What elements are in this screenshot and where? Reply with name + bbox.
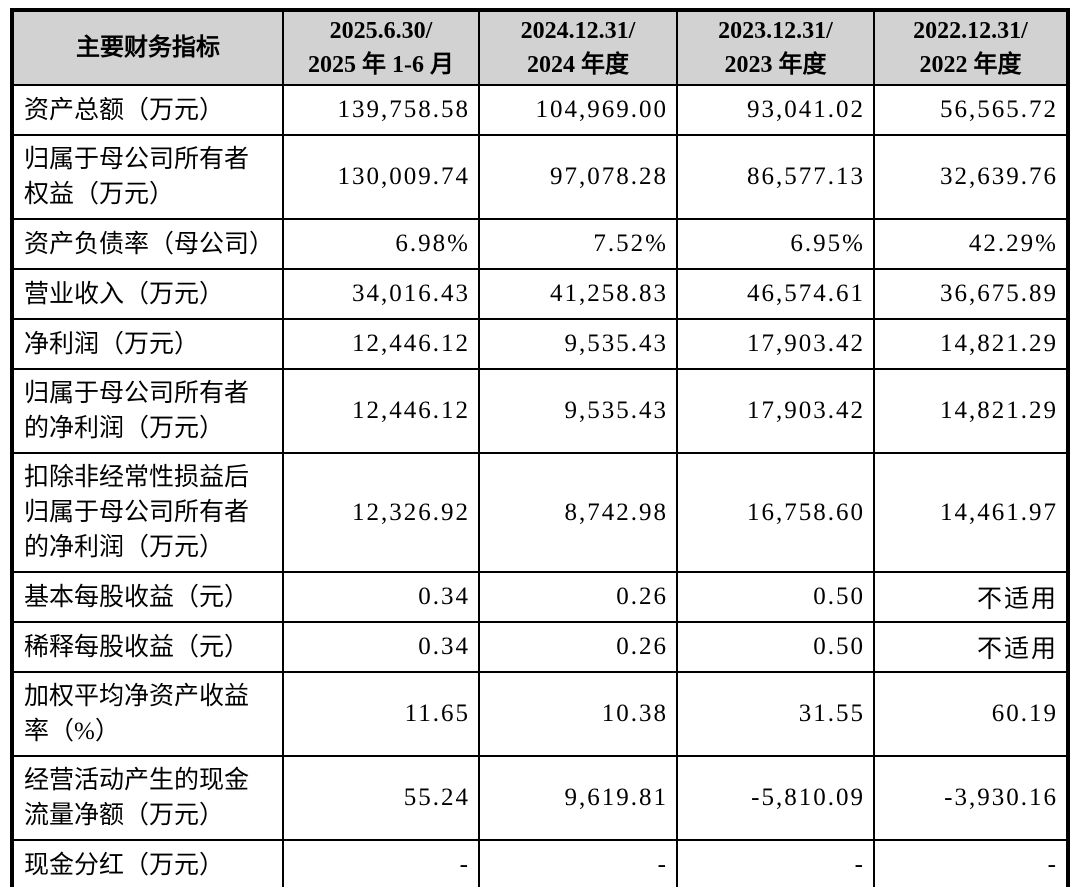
row-label: 资产负债率（母公司）: [11, 218, 284, 271]
table-row: 基本每股收益（元） 0.34 0.26 0.50 不适用: [11, 571, 1069, 624]
cell-value: 0.26: [478, 621, 678, 674]
header-period-2024: 2024.12.31/ 2024 年度: [478, 8, 678, 87]
cell-value: 0.34: [282, 621, 480, 674]
cell-value: 0.26: [478, 571, 678, 624]
cell-value: -: [873, 839, 1069, 887]
cell-value: 0.50: [676, 621, 875, 674]
cell-value: 16,758.60: [676, 452, 875, 574]
cell-value: 55.24: [282, 755, 480, 842]
period-date: 2024.12.31/: [520, 18, 636, 44]
row-label: 经营活动产生的现金 流量净额（万元）: [11, 755, 284, 842]
period-span: 2023 年度: [724, 52, 827, 79]
cell-value: -3,930.16: [873, 755, 1069, 842]
cell-value: -: [676, 839, 875, 887]
cell-value: 97,078.28: [478, 134, 678, 221]
row-label: 归属于母公司所有者 的净利润（万元）: [11, 368, 284, 455]
cell-value: 9,535.43: [478, 318, 678, 371]
table-row: 资产负债率（母公司） 6.98% 7.52% 6.95% 42.29%: [11, 218, 1069, 271]
header-period-2022: 2022.12.31/ 2022 年度: [873, 8, 1069, 87]
cell-value: -: [478, 839, 678, 887]
cell-value: 14,821.29: [873, 318, 1069, 371]
cell-value: 不适用: [873, 621, 1069, 674]
cell-value: 46,574.61: [676, 268, 875, 321]
cell-value: 17,903.42: [676, 368, 875, 455]
row-label: 基本每股收益（元）: [11, 571, 284, 624]
cell-value: -5,810.09: [676, 755, 875, 842]
financial-indicators-table: 主要财务指标 2025.6.30/ 2025 年 1-6 月 2024.12.3…: [10, 8, 1070, 887]
cell-value: 9,619.81: [478, 755, 678, 842]
period-span: 2024 年度: [527, 52, 629, 79]
cell-value: 130,009.74: [282, 134, 480, 221]
table-body: 资产总额（万元） 139,758.58 104,969.00 93,041.02…: [11, 84, 1069, 887]
cell-value: 31.55: [676, 671, 875, 758]
period-date: 2025.6.30/: [329, 18, 433, 44]
cell-value: 93,041.02: [676, 84, 875, 137]
header-row: 主要财务指标 2025.6.30/ 2025 年 1-6 月 2024.12.3…: [11, 8, 1069, 87]
row-label: 归属于母公司所有者 权益（万元）: [11, 134, 284, 221]
row-label: 加权平均净资产收益 率（%）: [11, 671, 284, 758]
cell-value: 86,577.13: [676, 134, 875, 221]
cell-value: 42.29%: [873, 218, 1069, 271]
table-row: 净利润（万元） 12,446.12 9,535.43 17,903.42 14,…: [11, 318, 1069, 371]
row-label: 扣除非经常性损益后 归属于母公司所有者 的净利润（万元）: [11, 452, 284, 574]
cell-value: 36,675.89: [873, 268, 1069, 321]
cell-value: 34,016.43: [282, 268, 480, 321]
header-period-2025: 2025.6.30/ 2025 年 1-6 月: [282, 8, 480, 87]
cell-value: 12,326.92: [282, 452, 480, 574]
cell-value: 32,639.76: [873, 134, 1069, 221]
table-row: 现金分红（万元） - - - -: [11, 839, 1069, 887]
cell-value: 0.50: [676, 571, 875, 624]
period-date: 2022.12.31/: [913, 18, 1028, 44]
row-label: 资产总额（万元）: [11, 84, 284, 137]
period-span: 2022 年度: [919, 52, 1022, 79]
row-label: 营业收入（万元）: [11, 268, 284, 321]
cell-value: 12,446.12: [282, 368, 480, 455]
cell-value: 104,969.00: [478, 84, 678, 137]
cell-value: 14,461.97: [873, 452, 1069, 574]
table-row: 资产总额（万元） 139,758.58 104,969.00 93,041.02…: [11, 84, 1069, 137]
table-row: 归属于母公司所有者 权益（万元） 130,009.74 97,078.28 86…: [11, 134, 1069, 221]
cell-value: 41,258.83: [478, 268, 678, 321]
cell-value: 56,565.72: [873, 84, 1069, 137]
header-period-2023: 2023.12.31/ 2023 年度: [676, 8, 875, 87]
cell-value: 6.98%: [282, 218, 480, 271]
cell-value: 8,742.98: [478, 452, 678, 574]
table-row: 归属于母公司所有者 的净利润（万元） 12,446.12 9,535.43 17…: [11, 368, 1069, 455]
cell-value: 6.95%: [676, 218, 875, 271]
table-row: 经营活动产生的现金 流量净额（万元） 55.24 9,619.81 -5,810…: [11, 755, 1069, 842]
table-row: 营业收入（万元） 34,016.43 41,258.83 46,574.61 3…: [11, 268, 1069, 321]
cell-value: 139,758.58: [282, 84, 480, 137]
cell-value: 7.52%: [478, 218, 678, 271]
cell-value: 60.19: [873, 671, 1069, 758]
row-label: 稀释每股收益（元）: [11, 621, 284, 674]
cell-value: 11.65: [282, 671, 480, 758]
row-label: 现金分红（万元）: [11, 839, 284, 887]
header-indicator-column: 主要财务指标: [11, 8, 284, 87]
cell-value: 17,903.42: [676, 318, 875, 371]
table-row: 加权平均净资产收益 率（%） 11.65 10.38 31.55 60.19: [11, 671, 1069, 758]
cell-value: 14,821.29: [873, 368, 1069, 455]
table-header: 主要财务指标 2025.6.30/ 2025 年 1-6 月 2024.12.3…: [11, 8, 1069, 87]
table-row: 稀释每股收益（元） 0.34 0.26 0.50 不适用: [11, 621, 1069, 674]
row-label: 净利润（万元）: [11, 318, 284, 371]
cell-value: 10.38: [478, 671, 678, 758]
cell-value: 0.34: [282, 571, 480, 624]
table-row: 扣除非经常性损益后 归属于母公司所有者 的净利润（万元） 12,326.92 8…: [11, 452, 1069, 574]
cell-value: -: [282, 839, 480, 887]
cell-value: 9,535.43: [478, 368, 678, 455]
period-date: 2023.12.31/: [718, 18, 833, 44]
cell-value: 不适用: [873, 571, 1069, 624]
period-span: 2025 年 1-6 月: [308, 52, 454, 79]
cell-value: 12,446.12: [282, 318, 480, 371]
